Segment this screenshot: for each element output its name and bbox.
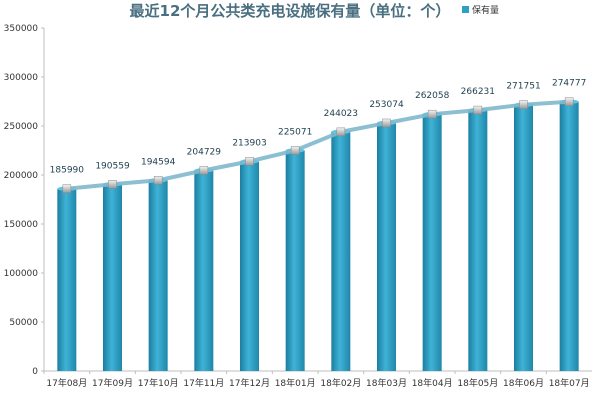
bar [285,150,305,371]
trend-line [64,99,572,191]
trend-marker [153,176,163,185]
y-tick-label: 150000 [4,220,39,230]
bar [514,104,533,371]
bar [422,114,442,371]
data-label: 225071 [278,127,312,137]
bar [103,184,122,371]
bar [148,180,168,371]
x-tick-label: 17年11月 [183,377,224,389]
data-label: 213903 [232,138,266,148]
x-tick-label: 18年01月 [275,377,316,389]
bars [57,99,579,371]
data-label: 185990 [50,166,85,176]
y-axis-ticks: 0 50000 100000 150000 200000 250000 300000 3500… [4,24,44,377]
bar [468,110,488,371]
x-tick-label: 17年12月 [229,377,270,389]
y-tick-label: 100000 [4,269,39,279]
data-label: 244023 [324,109,358,119]
trend-marker [382,118,391,128]
trend-marker [62,184,72,193]
trend-marker [245,157,254,166]
trend-marker [199,166,209,175]
bar [377,122,396,371]
x-tick-label: 18年02月 [320,377,361,389]
y-tick-label: 350000 [4,24,39,34]
bar [194,170,214,371]
x-tick-label: 17年09月 [92,377,133,389]
bar [240,161,259,371]
legend-swatch [462,6,469,13]
chart-title: 最近12个月公共类充电设施保有量（单位：个） [130,2,451,20]
y-tick-label: 0 [32,367,38,377]
data-label: 253074 [369,100,404,110]
y-tick-label: 200000 [4,171,39,181]
data-label: 204729 [187,147,222,157]
trend-marker [564,97,574,106]
data-label: 271751 [506,82,540,92]
data-label: 262058 [415,91,450,101]
data-label: 274777 [552,79,586,89]
bar [331,131,351,371]
legend-label: 保有量 [472,4,499,16]
bar [559,101,579,371]
trend-marker [108,180,117,189]
x-tick-label: 18年06月 [503,377,544,389]
trend-marker [290,146,300,155]
data-label: 190559 [95,161,130,171]
legend: 保有量 [462,4,499,16]
trend-line-group [62,97,574,193]
bar [57,188,77,371]
trend-marker [473,105,483,115]
x-axis-ticks: 17年08月 17年09月 17年10月 17年11月 17年12月 18年01月 18年0… [43,371,590,389]
x-tick-label: 17年10月 [138,377,179,389]
x-tick-label: 18年04月 [412,377,453,389]
trend-marker [519,100,528,109]
x-tick-label: 17年08月 [46,377,87,389]
y-tick-label: 300000 [4,73,39,83]
x-tick-label: 18年05月 [457,377,498,389]
x-tick-label: 18年03月 [366,377,407,389]
data-label: 194594 [141,157,176,167]
y-tick-label: 50000 [9,318,38,328]
x-tick-label: 18年07月 [549,377,590,389]
trend-marker [336,127,346,137]
data-label: 266231 [461,87,495,97]
data-labels: 185990 190559 194594 204729 213903 225071 2440… [50,79,587,176]
trend-marker [427,109,437,119]
y-tick-label: 250000 [4,122,39,132]
